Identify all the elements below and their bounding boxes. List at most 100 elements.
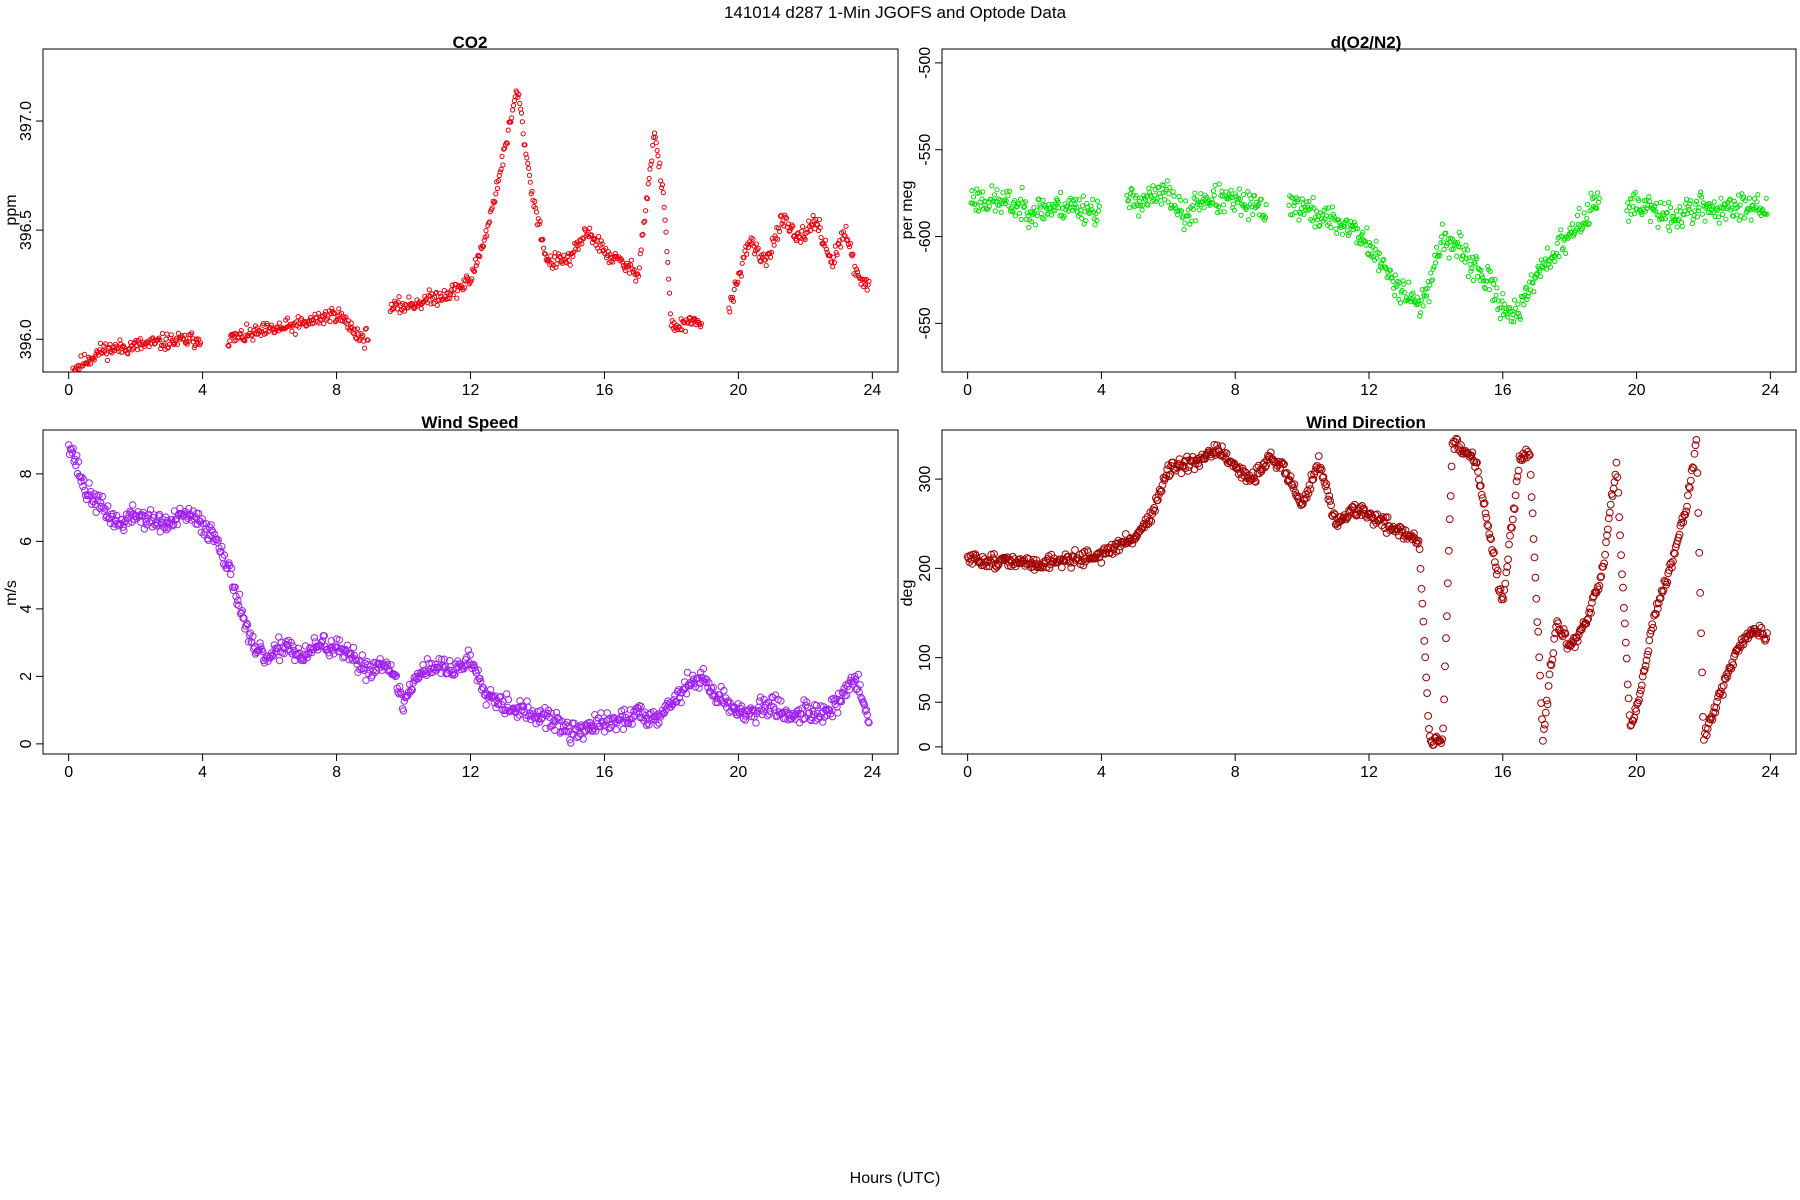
data-point	[537, 218, 543, 225]
data-point	[580, 235, 586, 241]
data-point	[1637, 681, 1646, 690]
data-point	[1137, 202, 1144, 208]
data-point	[495, 178, 501, 184]
data-point	[598, 238, 604, 244]
data-point	[185, 504, 193, 513]
data-point	[1723, 672, 1732, 681]
data-point	[647, 166, 653, 172]
data-point	[474, 666, 482, 674]
data-point	[1427, 282, 1433, 288]
data-point	[1437, 739, 1446, 747]
data-point	[1683, 196, 1690, 202]
data-point	[643, 195, 650, 201]
data-point	[1513, 472, 1522, 481]
data-point	[1097, 558, 1106, 567]
data-point	[526, 172, 533, 178]
data-point	[87, 487, 95, 496]
data-point	[470, 660, 478, 669]
data-point	[1688, 198, 1694, 204]
data-point	[1306, 198, 1312, 205]
data-point	[1017, 210, 1023, 216]
data-point	[175, 330, 181, 336]
data-point	[1170, 189, 1176, 195]
data-point	[227, 570, 235, 579]
data-point	[1663, 578, 1672, 587]
data-point	[1038, 210, 1045, 217]
data-point	[553, 714, 562, 722]
x-tick-label: 16	[596, 764, 614, 781]
x-tick-label: 0	[64, 764, 73, 781]
data-point	[723, 698, 732, 707]
data-point	[665, 259, 671, 265]
data-point	[1358, 241, 1364, 247]
data-point	[1372, 246, 1378, 252]
data-point	[66, 445, 75, 453]
data-point	[1231, 207, 1238, 213]
data-point	[1201, 205, 1207, 211]
data-point	[1318, 473, 1327, 482]
data-point	[1021, 204, 1027, 210]
data-point	[1454, 253, 1460, 259]
data-point	[803, 698, 811, 706]
data-point	[771, 242, 777, 248]
data-point	[161, 341, 167, 347]
data-point	[1182, 456, 1190, 465]
data-point	[998, 209, 1004, 215]
data-point	[335, 636, 343, 644]
data-point	[327, 318, 333, 325]
data-point	[1038, 563, 1046, 572]
data-point	[1708, 210, 1714, 216]
data-point	[88, 500, 96, 508]
data-point	[541, 245, 547, 251]
data-point	[1121, 530, 1130, 538]
data-point	[159, 330, 165, 337]
data-point	[579, 735, 587, 743]
data-point	[1669, 557, 1677, 566]
data-point	[1517, 314, 1523, 320]
data-point	[198, 515, 206, 523]
data-point	[289, 328, 295, 334]
data-point	[1003, 198, 1009, 204]
data-point	[429, 668, 437, 676]
data-point	[1153, 198, 1160, 204]
data-point	[1424, 712, 1432, 720]
data-point	[1034, 213, 1040, 219]
data-point	[1026, 224, 1032, 231]
data-point	[1210, 188, 1217, 194]
data-point	[1220, 193, 1226, 199]
data-point	[1625, 200, 1631, 206]
data-point	[631, 267, 637, 273]
data-point	[1597, 572, 1606, 581]
data-point	[1675, 530, 1684, 539]
data-point	[274, 644, 282, 652]
data-point	[1543, 700, 1552, 709]
data-point	[212, 535, 221, 543]
data-point	[1142, 197, 1149, 203]
data-point	[982, 198, 988, 204]
data-point	[1359, 505, 1367, 514]
data-point	[250, 337, 256, 343]
data-point	[1662, 201, 1668, 207]
data-point	[1487, 268, 1493, 274]
data-point	[99, 503, 108, 512]
data-point	[837, 697, 846, 706]
data-point	[542, 251, 549, 257]
data-point	[1166, 191, 1172, 197]
data-point	[535, 715, 543, 723]
data-point	[395, 299, 401, 305]
data-point	[1392, 272, 1399, 278]
data-point	[699, 665, 708, 673]
data-point	[104, 357, 111, 363]
data-point	[618, 712, 627, 721]
data-point	[1319, 473, 1328, 481]
data-point	[1571, 643, 1579, 652]
data-point	[1615, 513, 1624, 522]
chart-title: d(O2/N2)	[1331, 33, 1402, 52]
data-point	[1395, 522, 1404, 531]
x-tick-label: 24	[863, 764, 881, 781]
data-point	[1406, 279, 1412, 285]
data-point	[1622, 654, 1631, 663]
data-point	[168, 332, 174, 338]
data-point	[816, 216, 823, 223]
data-point	[1595, 581, 1604, 590]
